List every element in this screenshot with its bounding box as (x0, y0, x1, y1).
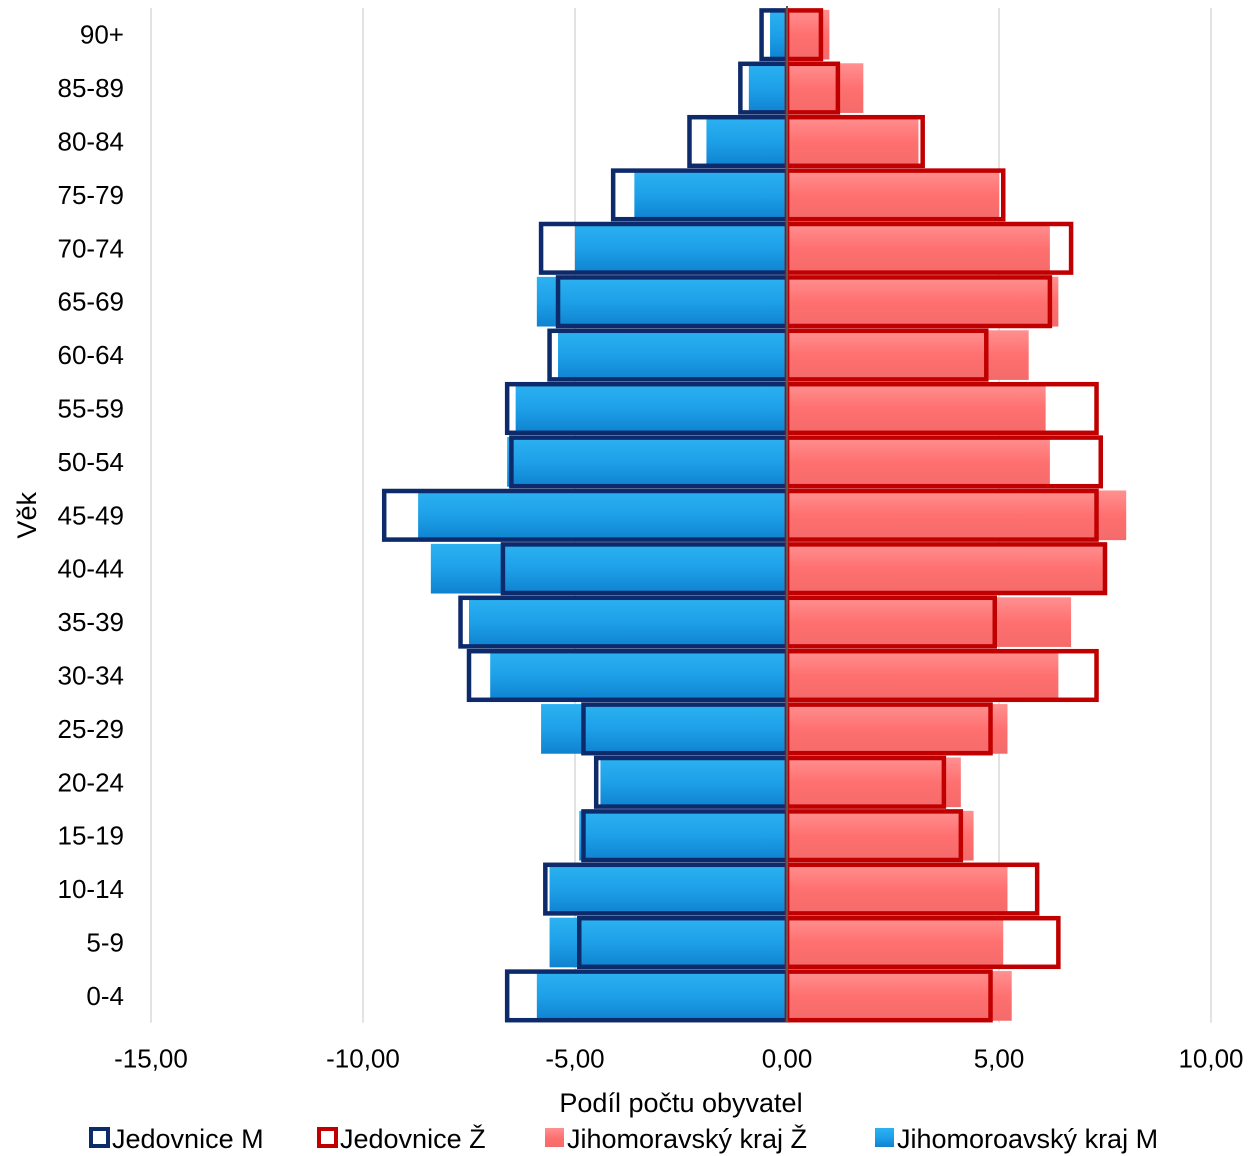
legend: Jedovnice M Jedovnice Ž Jihomoravský kraj … (89, 1123, 1158, 1154)
bar-jmk-m-15-19 (579, 810, 787, 861)
bar-jmk-z-55-59 (787, 383, 1046, 434)
bar-jmk-m-10-14 (549, 864, 787, 914)
bar-jmk-z-45-49 (787, 490, 1127, 541)
y-tick-label-25-29: 25-29 (58, 714, 125, 744)
bar-jmk-m-85-89 (748, 63, 787, 113)
bar-jmk-z-15-19 (787, 810, 974, 861)
x-axis-title: Podíl počtu obyvatel (559, 1088, 802, 1118)
x-tick-label-2: -5,00 (545, 1044, 604, 1074)
legend-label-0: Jedovnice M (112, 1124, 264, 1154)
y-tick-label-75-79: 75-79 (58, 180, 125, 210)
bar-jmk-m-40-44 (430, 543, 787, 594)
y-tick-label-90+: 90+ (80, 20, 124, 50)
bar-jmk-z-10-14 (787, 864, 1008, 914)
y-tick-label-85-89: 85-89 (58, 73, 125, 103)
bar-jmk-m-80-84 (706, 116, 787, 167)
bar-jmk-z-80-84 (787, 116, 919, 167)
bar-jmk-z-35-39 (787, 597, 1072, 647)
bar-jmk-z-85-89 (787, 63, 864, 113)
bar-jmk-z-70-74 (787, 223, 1050, 274)
x-tick-label-3: 0,00 (762, 1044, 813, 1074)
legend-label-1: Jedovnice Ž (340, 1123, 486, 1154)
x-tick-label-5: 10,00 (1178, 1044, 1243, 1074)
y-axis-title: Věk (12, 492, 42, 539)
bar-jmk-z-20-24 (787, 757, 961, 808)
y-tick-label-15-19: 15-19 (58, 821, 125, 851)
y-tick-label-65-69: 65-69 (58, 287, 125, 317)
bar-jmk-m-20-24 (600, 757, 787, 808)
bar-jmk-m-25-29 (541, 704, 787, 754)
y-tick-label-50-54: 50-54 (58, 447, 125, 477)
y-tick-label-40-44: 40-44 (58, 554, 125, 584)
bar-jmk-z-60-64 (787, 330, 1029, 380)
bar-jmk-m-75-79 (634, 170, 787, 220)
y-tick-label-30-34: 30-34 (58, 661, 125, 691)
y-tick-label-45-49: 45-49 (58, 500, 125, 530)
legend-label-2: Jihomoravský kraj Ž (567, 1123, 807, 1154)
bar-jmk-z-65-69 (787, 276, 1059, 327)
axes: 0-4 5-9 10-14 15-19 20-24 25-29 30-34 35-39 40-4… (12, 6, 1244, 1118)
legend-swatch-0 (89, 1127, 110, 1148)
y-tick-label-20-24: 20-24 (58, 767, 125, 797)
bar-jmk-z-75-79 (787, 170, 999, 220)
bar-jmk-m-35-39 (469, 597, 787, 647)
bar-jmk-m-60-64 (558, 330, 787, 380)
bar-jmk-m-0-4 (536, 971, 787, 1021)
y-tick-label-0-4: 0-4 (86, 981, 124, 1011)
legend-label-3: Jihomoroavský kraj M (897, 1124, 1158, 1154)
bar-jmk-m-5-9 (549, 917, 787, 968)
y-tick-label-5-9: 5-9 (86, 928, 124, 958)
bar-jmk-z-30-34 (787, 650, 1059, 701)
bar-jmk-m-55-59 (515, 383, 787, 434)
y-tick-label-70-74: 70-74 (58, 233, 125, 263)
bar-jmk-m-45-49 (418, 490, 787, 541)
bar-jmk-m-50-54 (507, 437, 787, 487)
bar-jmk-m-65-69 (536, 276, 787, 327)
x-tick-label-1: -10,00 (326, 1044, 400, 1074)
legend-swatch-2 (545, 1128, 564, 1147)
bar-jmk-m-30-34 (490, 650, 787, 701)
bar-jmk-z-25-29 (787, 704, 1008, 754)
legend-swatch-3 (875, 1128, 894, 1147)
y-tick-label-35-39: 35-39 (58, 607, 125, 637)
y-tick-label-80-84: 80-84 (58, 127, 125, 157)
bar-jmk-z-0-4 (787, 971, 1012, 1021)
bar-jmk-m-70-74 (575, 223, 787, 274)
bar-jmk-m-90+ (770, 9, 787, 60)
y-tick-label-55-59: 55-59 (58, 394, 125, 424)
bar-jmk-z-5-9 (787, 917, 1004, 968)
x-tick-label-0: -15,00 (114, 1044, 188, 1074)
fill-bars (418, 9, 1127, 1021)
bar-jmk-z-40-44 (787, 543, 1105, 594)
legend-swatch-1 (317, 1127, 338, 1148)
bar-jmk-z-50-54 (787, 437, 1050, 487)
x-tick-label-4: 5,00 (974, 1044, 1025, 1074)
y-tick-label-10-14: 10-14 (58, 874, 125, 904)
y-tick-label-60-64: 60-64 (58, 340, 125, 370)
